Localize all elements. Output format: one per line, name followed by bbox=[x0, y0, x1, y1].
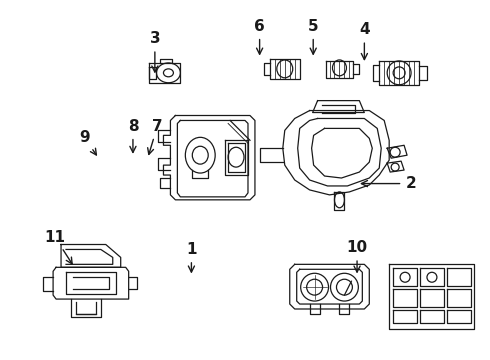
Text: 1: 1 bbox=[186, 242, 196, 272]
Text: 3: 3 bbox=[149, 31, 160, 72]
Text: 8: 8 bbox=[127, 119, 138, 152]
Text: 10: 10 bbox=[346, 240, 368, 272]
Text: 2: 2 bbox=[362, 176, 416, 191]
Text: 5: 5 bbox=[308, 19, 319, 54]
Text: 11: 11 bbox=[45, 230, 72, 264]
Text: 7: 7 bbox=[147, 119, 163, 154]
Text: 6: 6 bbox=[254, 19, 265, 54]
Text: 4: 4 bbox=[359, 22, 369, 59]
Text: 9: 9 bbox=[79, 130, 97, 155]
